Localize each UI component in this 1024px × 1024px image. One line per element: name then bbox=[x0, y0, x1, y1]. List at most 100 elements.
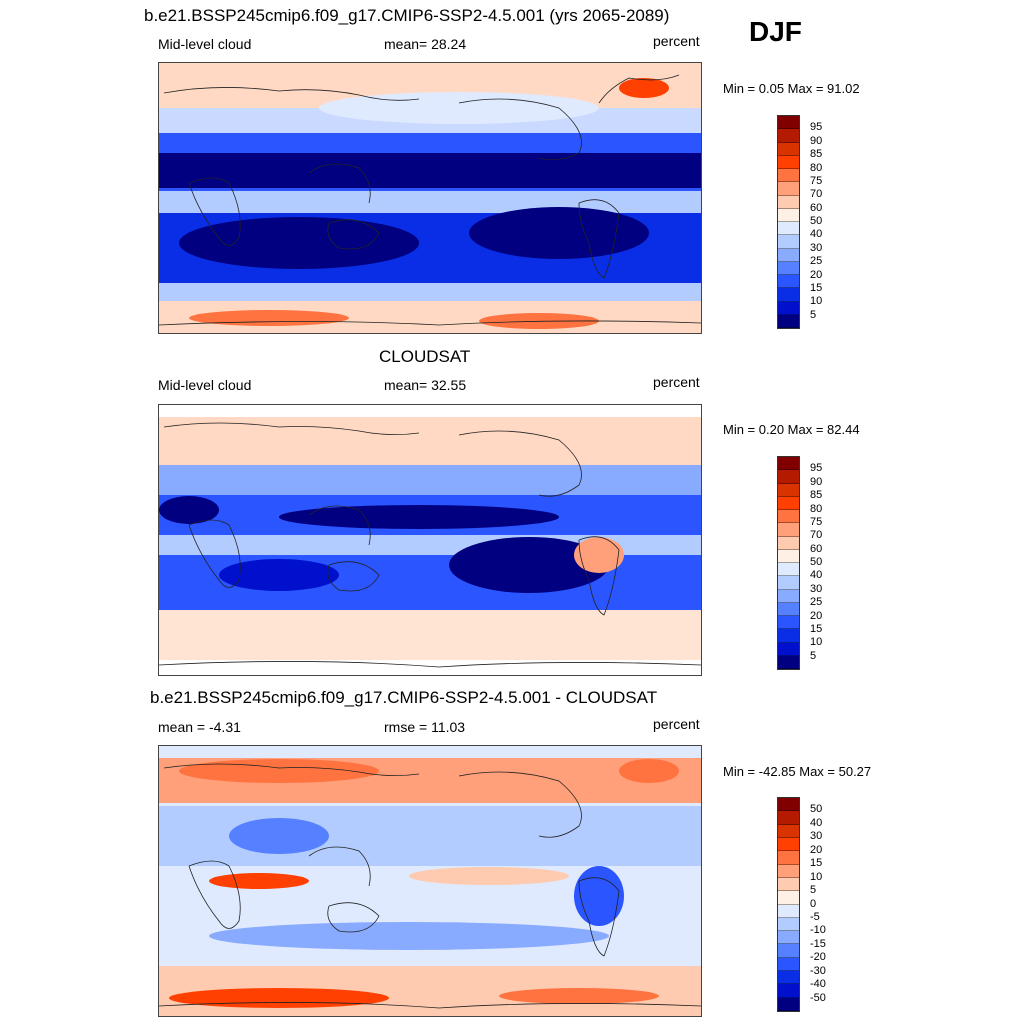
colorbar-tick-label: 20 bbox=[810, 843, 823, 856]
colorbar-tick-label: 20 bbox=[810, 268, 823, 281]
colorbar-tick-label: 5 bbox=[810, 884, 817, 897]
colorbar-swatch bbox=[778, 984, 799, 998]
units-label-diff: percent bbox=[653, 716, 700, 732]
map-obs bbox=[158, 404, 702, 676]
colorbar-swatch bbox=[778, 142, 799, 156]
colorbar-swatch bbox=[778, 824, 799, 838]
colorbar-swatch bbox=[778, 798, 799, 812]
colorbar-tick-label: 90 bbox=[810, 134, 823, 147]
colorbar-tick-label: -5 bbox=[810, 910, 820, 923]
panel-title-obs: CLOUDSAT bbox=[379, 347, 471, 366]
colorbar-swatch bbox=[778, 523, 799, 537]
colorbar-tick-label: 85 bbox=[810, 148, 823, 161]
colorbar-tick-label: -30 bbox=[810, 964, 826, 977]
colorbar-tick-label: 50 bbox=[810, 215, 823, 227]
colorbar-tick-label: 25 bbox=[810, 596, 823, 609]
colorbar-tick-label: 80 bbox=[810, 502, 823, 515]
colorbar-tick-label: 30 bbox=[810, 830, 823, 843]
colorbar-swatch bbox=[778, 314, 799, 328]
colorbar-tick-label: 40 bbox=[810, 228, 823, 241]
colorbar-tick-label: 85 bbox=[810, 489, 823, 502]
colorbar-swatch bbox=[778, 891, 799, 905]
colorbar-tick-label: 15 bbox=[810, 281, 823, 294]
colorbar-swatch bbox=[778, 536, 799, 550]
colorbar-swatch bbox=[778, 549, 799, 563]
colorbar-tick-label: 75 bbox=[810, 174, 823, 187]
minmax-obs: Min = 0.20 Max = 82.44 bbox=[723, 422, 860, 437]
variable-label-model: Mid-level cloud bbox=[158, 36, 252, 52]
colorbar-tick-label: 15 bbox=[810, 857, 823, 870]
colorbar-tick-label: 60 bbox=[810, 542, 823, 555]
colorbar-swatch bbox=[778, 510, 799, 524]
colorbar-tick-label: -40 bbox=[810, 978, 826, 991]
colorbar-swatch bbox=[778, 116, 799, 130]
colorbar-swatch bbox=[778, 629, 799, 643]
colorbar-tick-label: 90 bbox=[810, 475, 823, 488]
colorbar-obs bbox=[777, 456, 800, 670]
colorbar-tick-label: 50 bbox=[810, 556, 823, 568]
units-label-model: percent bbox=[653, 33, 700, 49]
panel-title-diff: b.e21.BSSP245cmip6.f09_g17.CMIP6-SSP2-4.… bbox=[150, 688, 658, 707]
colorbar-swatch bbox=[778, 864, 799, 878]
colorbar-tick-label: -20 bbox=[810, 951, 826, 964]
colorbar-tick-label: 10 bbox=[810, 295, 823, 308]
colorbar-tick-label: 20 bbox=[810, 609, 823, 622]
colorbar-tick-label: 0 bbox=[810, 897, 817, 910]
units-label-obs: percent bbox=[653, 374, 700, 390]
colorbar-tick-label: 5 bbox=[810, 308, 817, 321]
colorbar-swatch bbox=[778, 851, 799, 865]
mean-label-diff: mean = -4.31 bbox=[158, 719, 241, 735]
colorbar-swatch bbox=[778, 470, 799, 484]
mean-label-obs: mean= 32.55 bbox=[384, 377, 467, 393]
colorbar-tick-label: 75 bbox=[810, 515, 823, 528]
colorbar-swatch bbox=[778, 261, 799, 275]
colorbar-tick-label: 95 bbox=[810, 121, 823, 134]
colorbar-tick-label: 30 bbox=[810, 241, 823, 254]
map-diff bbox=[158, 745, 702, 1017]
colorbar-tick-label: 40 bbox=[810, 569, 823, 582]
rmse-label-diff: rmse = 11.03 bbox=[384, 719, 466, 735]
colorbar-swatch bbox=[778, 563, 799, 577]
season-label: DJF bbox=[749, 16, 802, 47]
colorbar-tick-label: 80 bbox=[810, 161, 823, 174]
mean-label-model: mean= 28.24 bbox=[384, 36, 467, 52]
colorbar-swatch bbox=[778, 576, 799, 590]
colorbar-tick-label: 25 bbox=[810, 255, 823, 268]
colorbar-tick-label: 10 bbox=[810, 636, 823, 649]
colorbar-swatch bbox=[778, 971, 799, 985]
colorbar-tick-label: 40 bbox=[810, 816, 823, 829]
colorbar-tick-label: 50 bbox=[810, 803, 823, 816]
colorbar-swatch bbox=[778, 195, 799, 209]
colorbar-swatch bbox=[778, 917, 799, 932]
map-model bbox=[158, 62, 702, 334]
colorbar-swatch bbox=[778, 235, 799, 249]
colorbar-swatch bbox=[778, 931, 799, 945]
colorbar-diff bbox=[777, 797, 800, 1012]
colorbar-swatch bbox=[778, 811, 799, 825]
colorbar-tick-label: 15 bbox=[810, 622, 823, 635]
colorbar-swatch bbox=[778, 642, 799, 656]
colorbar-tick-label: 10 bbox=[810, 870, 823, 883]
colorbar-swatch bbox=[778, 944, 799, 958]
colorbar-swatch bbox=[778, 589, 799, 603]
colorbar-tick-label: -15 bbox=[810, 937, 826, 950]
colorbar-tick-label: 70 bbox=[810, 188, 823, 201]
colorbar-tick-label: -10 bbox=[810, 924, 826, 937]
colorbar-swatch bbox=[778, 877, 799, 892]
colorbar-swatch bbox=[778, 616, 799, 630]
colorbar-swatch bbox=[778, 457, 799, 471]
colorbar-swatch bbox=[778, 248, 799, 262]
colorbar-tick-label: -50 bbox=[810, 991, 826, 1004]
colorbar-swatch bbox=[778, 169, 799, 183]
colorbar-swatch bbox=[778, 655, 799, 669]
colorbar-swatch bbox=[778, 837, 799, 852]
colorbar-model bbox=[777, 115, 800, 329]
colorbar-tick-label: 30 bbox=[810, 582, 823, 595]
colorbar-tick-label: 5 bbox=[810, 649, 817, 662]
colorbar-swatch bbox=[778, 301, 799, 315]
colorbar-tick-label: 60 bbox=[810, 201, 823, 214]
colorbar-swatch bbox=[778, 208, 799, 222]
minmax-diff: Min = -42.85 Max = 50.27 bbox=[723, 764, 872, 779]
colorbar-swatch bbox=[778, 288, 799, 302]
panel-title-model: b.e21.BSSP245cmip6.f09_g17.CMIP6-SSP2-4.… bbox=[144, 6, 670, 25]
